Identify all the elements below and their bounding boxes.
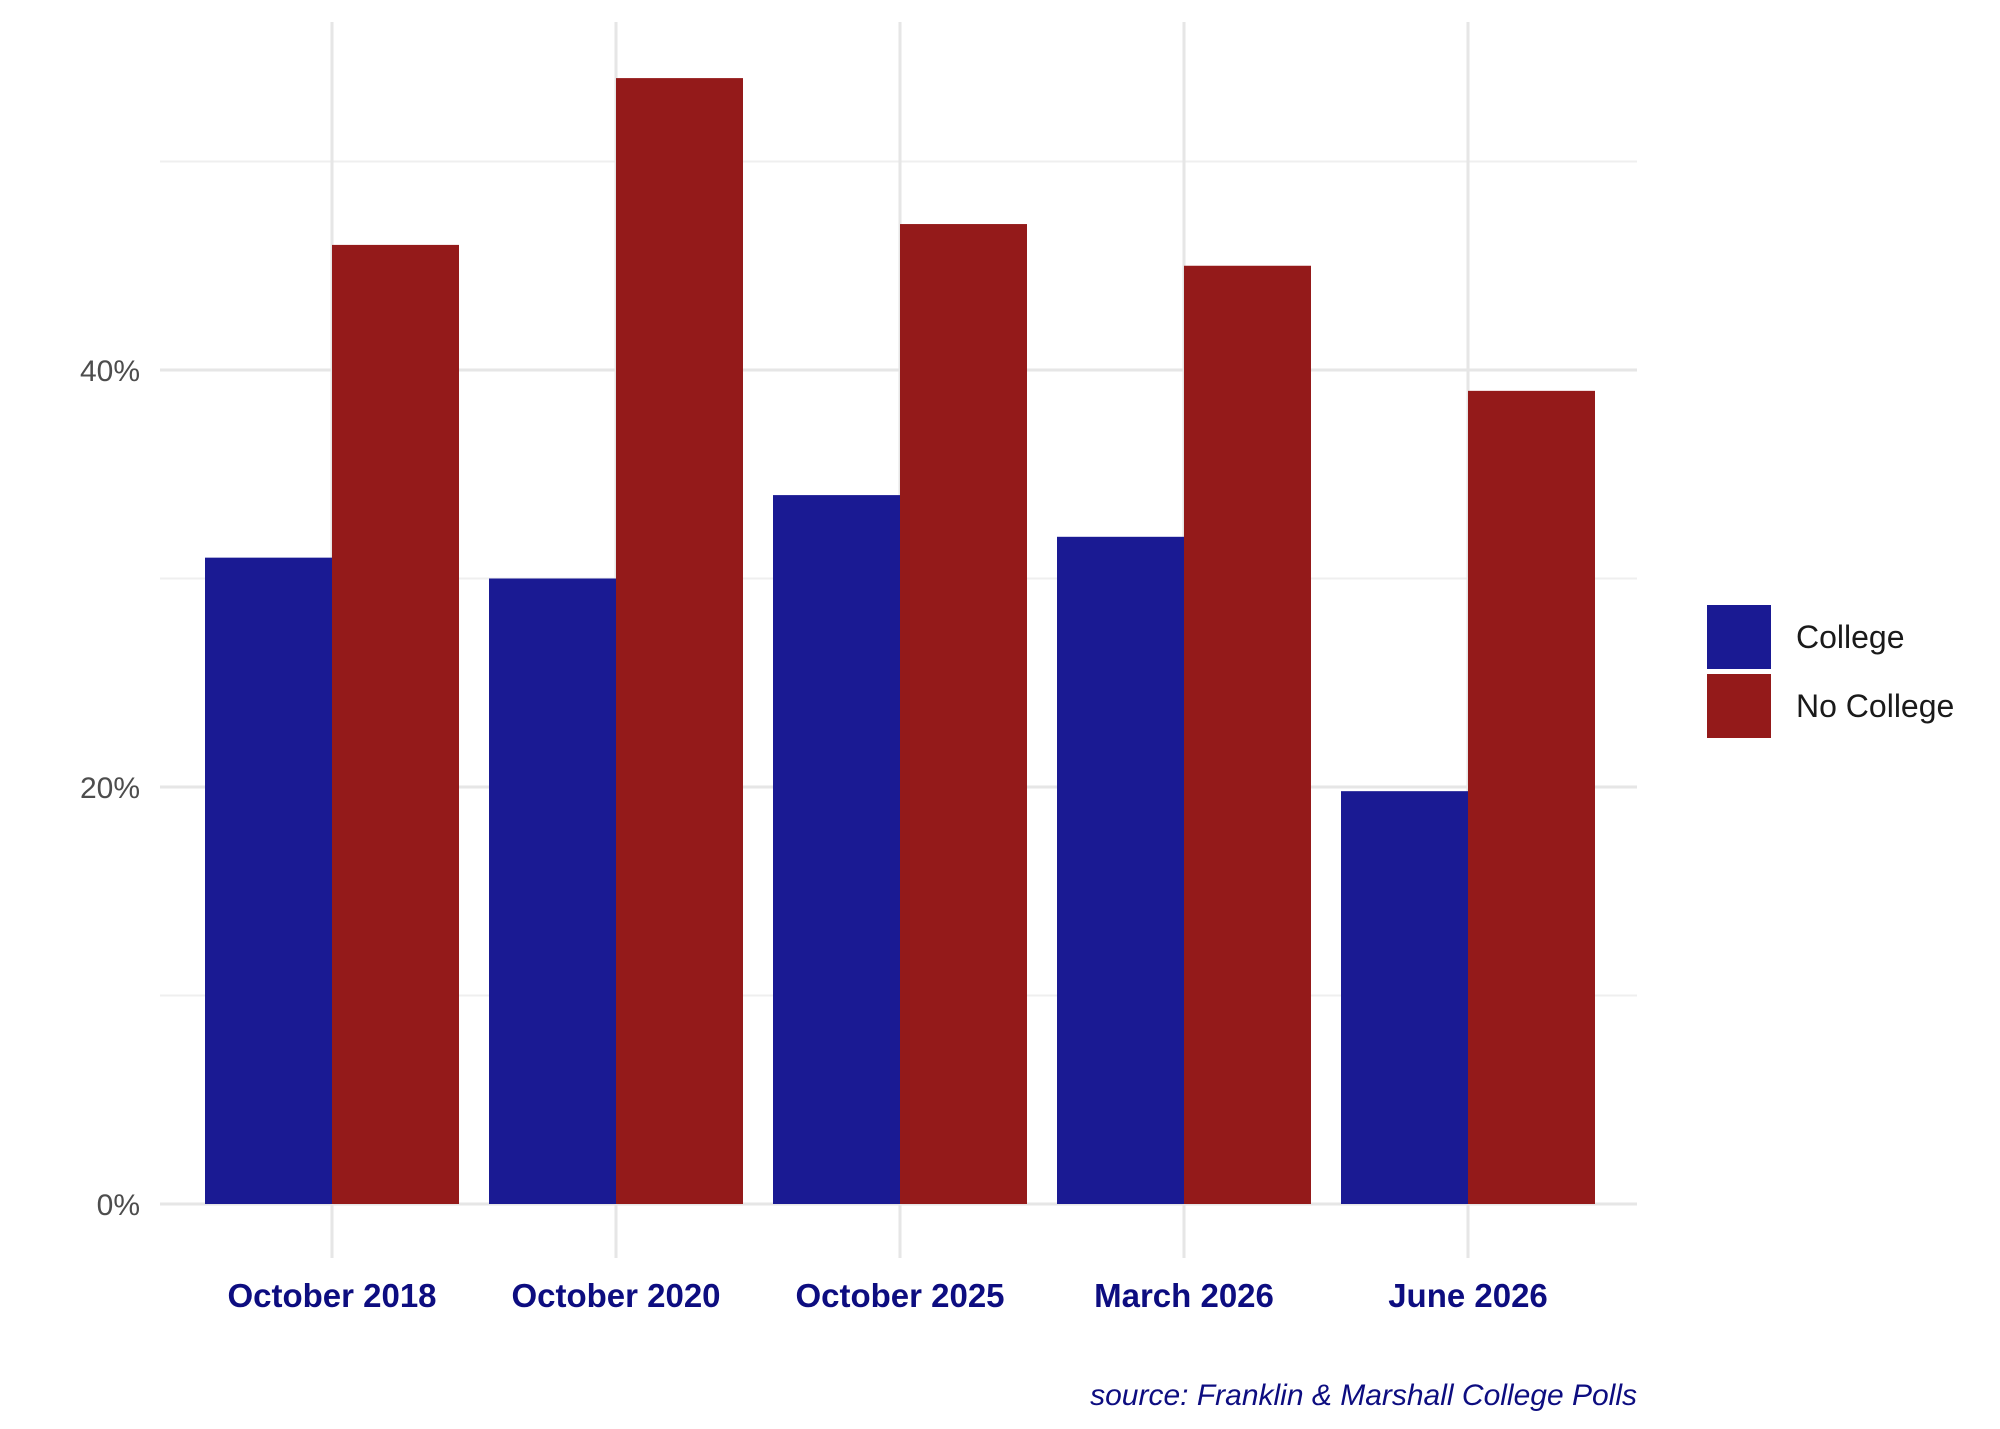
x-tick-label: June 2026 — [1388, 1277, 1548, 1314]
x-axis: October 2018 October 2020 October 2025 Marc… — [227, 1277, 1547, 1314]
legend-key-college — [1707, 605, 1771, 669]
bar-college — [1057, 536, 1184, 1204]
bar-college — [205, 557, 332, 1204]
bar-no-college — [616, 78, 743, 1205]
bar-no-college — [900, 224, 1027, 1205]
x-tick-label: October 2020 — [511, 1277, 720, 1314]
bar-no-college — [332, 244, 459, 1204]
y-tick-label: 40% — [80, 355, 140, 388]
y-tick-label: 0% — [97, 1189, 140, 1222]
bar-college — [489, 578, 616, 1204]
y-axis: 0% 20% 40% — [80, 355, 140, 1222]
x-tick-label: October 2018 — [227, 1277, 436, 1314]
x-tick-label: March 2026 — [1094, 1277, 1274, 1314]
legend-label: No College — [1796, 688, 1954, 724]
legend-label: College — [1796, 619, 1905, 655]
legend-key-no-college — [1707, 674, 1771, 738]
bars — [205, 78, 1595, 1205]
y-tick-label: 20% — [80, 772, 140, 805]
bar-college — [773, 495, 900, 1205]
source-caption: source: Franklin & Marshall College Poll… — [1090, 1379, 1637, 1412]
x-tick-label: October 2025 — [795, 1277, 1004, 1314]
legend: College No College — [1707, 605, 1954, 738]
bar-no-college — [1468, 390, 1595, 1205]
bar-no-college — [1184, 265, 1311, 1204]
bar-college — [1341, 791, 1468, 1204]
